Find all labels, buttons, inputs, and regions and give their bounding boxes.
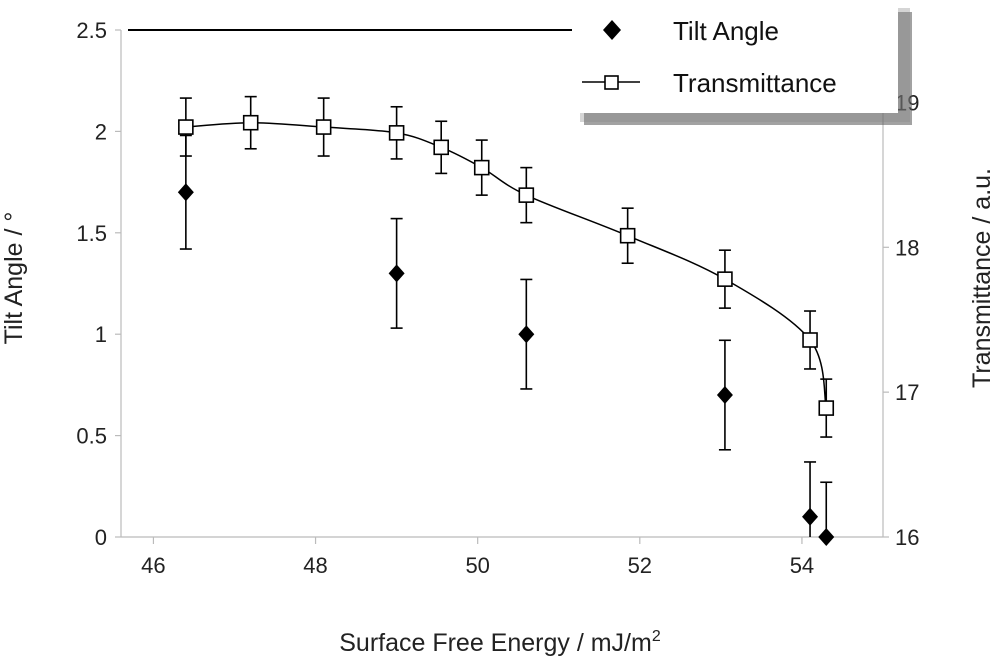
legend-tilt-angle-marker xyxy=(603,20,621,40)
legend-box xyxy=(572,0,898,113)
legend-transmittance-marker xyxy=(604,75,619,90)
left-tick-label: 0.5 xyxy=(76,424,107,449)
x-axis-title: Surface Free Energy / mJ/m2 xyxy=(339,628,661,657)
tilt-angle-point xyxy=(716,386,733,405)
right-y-axis-title: Transmittance / a.u. xyxy=(968,168,996,388)
left-tick-label: 1 xyxy=(95,322,107,347)
legend-transmittance-label: Transmittance xyxy=(673,68,837,98)
right-y-axis: 16171819 xyxy=(883,90,919,550)
legend: Tilt Angle Transmittance xyxy=(572,0,912,125)
tilt-angle-point xyxy=(388,264,405,283)
x-axis: 46 48 50 52 54 xyxy=(141,537,814,578)
tilt-angle-point xyxy=(518,325,535,344)
series-tilt-angle xyxy=(177,134,835,546)
transmittance-point xyxy=(518,187,535,203)
legend-tilt-angle-label: Tilt Angle xyxy=(673,16,779,46)
tilt-angle-point xyxy=(818,528,835,546)
series-transmittance xyxy=(178,95,835,438)
left-tick-label: 1.5 xyxy=(76,221,107,246)
right-tick-label: 17 xyxy=(895,380,919,405)
transmittance-point xyxy=(433,139,450,156)
transmittance-point xyxy=(818,400,835,416)
x-tick-label: 48 xyxy=(303,553,327,578)
x-tick-label: 54 xyxy=(790,553,814,578)
left-y-axis-title: Tilt Angle / ° xyxy=(0,212,28,345)
transmittance-point xyxy=(619,227,636,244)
right-tick-label: 18 xyxy=(895,235,919,260)
transmittance-point xyxy=(178,119,194,135)
transmittance-point xyxy=(717,271,733,287)
left-tick-label: 0 xyxy=(95,525,107,550)
left-y-axis: 0 0.5 1 1.5 2 2.5 xyxy=(76,18,121,550)
transmittance-point xyxy=(388,125,405,141)
transmittance-point xyxy=(473,159,490,176)
transmittance-point xyxy=(315,119,332,135)
left-tick-label: 2.5 xyxy=(76,18,107,43)
tilt-angle-point xyxy=(177,183,194,202)
right-tick-label: 16 xyxy=(895,525,919,550)
left-tick-label: 2 xyxy=(95,119,107,144)
x-tick-label: 52 xyxy=(628,553,652,578)
tilt-angle-point xyxy=(802,507,819,526)
x-tick-label: 50 xyxy=(465,553,489,578)
transmittance-line xyxy=(185,121,827,409)
x-tick-label: 46 xyxy=(141,553,165,578)
transmittance-point xyxy=(802,332,818,348)
transmittance-point xyxy=(242,114,259,131)
